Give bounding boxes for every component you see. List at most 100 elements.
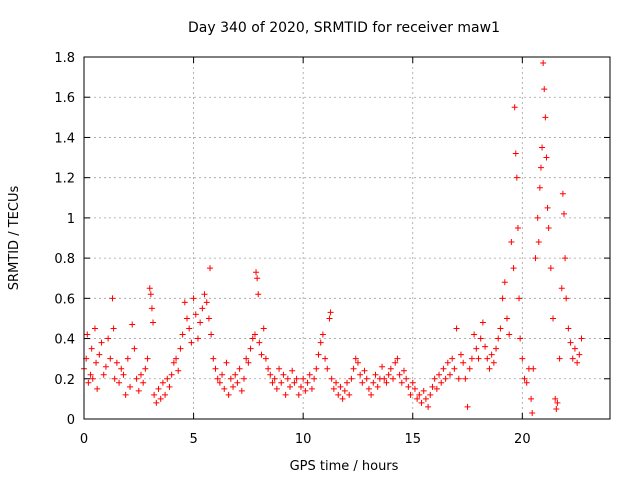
data-point bbox=[118, 365, 125, 372]
data-point bbox=[280, 371, 287, 378]
data-point bbox=[427, 391, 434, 398]
data-point bbox=[330, 385, 337, 392]
data-point bbox=[523, 379, 530, 386]
data-point bbox=[372, 371, 379, 378]
data-point bbox=[553, 405, 560, 412]
data-point bbox=[170, 359, 177, 366]
y-tick-label: 1.8 bbox=[54, 51, 75, 66]
data-point bbox=[205, 315, 212, 322]
data-point bbox=[159, 379, 166, 386]
data-point bbox=[135, 387, 142, 394]
data-point bbox=[565, 325, 572, 332]
data-point bbox=[535, 239, 542, 246]
data-point bbox=[84, 331, 91, 338]
data-point bbox=[556, 355, 563, 362]
data-point bbox=[503, 315, 510, 322]
data-point bbox=[460, 359, 467, 366]
data-point bbox=[534, 214, 541, 221]
grid-lines bbox=[84, 57, 610, 419]
data-point bbox=[530, 365, 537, 372]
data-point bbox=[262, 355, 269, 362]
data-point bbox=[341, 387, 348, 394]
data-point bbox=[339, 395, 346, 402]
data-point bbox=[486, 365, 493, 372]
data-point bbox=[94, 385, 101, 392]
data-point bbox=[197, 319, 204, 326]
data-point bbox=[398, 379, 405, 386]
data-point bbox=[164, 375, 171, 382]
data-point bbox=[348, 375, 355, 382]
data-point bbox=[571, 345, 578, 352]
data-point bbox=[284, 375, 291, 382]
data-point bbox=[563, 295, 570, 302]
data-point bbox=[105, 335, 112, 342]
data-point bbox=[234, 379, 241, 386]
data-point bbox=[184, 315, 191, 322]
data-point bbox=[133, 375, 140, 382]
data-point bbox=[513, 174, 520, 181]
data-point bbox=[173, 355, 180, 362]
data-point bbox=[471, 331, 478, 338]
data-point bbox=[550, 315, 557, 322]
data-point bbox=[271, 375, 278, 382]
data-point bbox=[109, 295, 116, 302]
data-point bbox=[464, 403, 471, 410]
data-point bbox=[236, 365, 243, 372]
data-point bbox=[574, 359, 581, 366]
data-point bbox=[508, 239, 515, 246]
data-point bbox=[175, 367, 182, 374]
data-point bbox=[122, 391, 129, 398]
y-tick-label: 0.6 bbox=[54, 292, 75, 307]
chart-title: Day 340 of 2020, SRMTID for receiver maw… bbox=[188, 20, 500, 36]
data-point bbox=[468, 355, 475, 362]
data-point bbox=[484, 355, 491, 362]
data-point bbox=[317, 339, 324, 346]
data-point bbox=[558, 285, 565, 292]
data-point bbox=[247, 345, 254, 352]
data-point bbox=[203, 299, 210, 306]
data-point bbox=[490, 359, 497, 366]
data-point bbox=[315, 351, 322, 358]
data-points bbox=[81, 60, 585, 416]
data-point bbox=[457, 351, 464, 358]
data-point bbox=[124, 355, 131, 362]
data-point bbox=[113, 359, 120, 366]
data-point bbox=[559, 190, 566, 197]
x-tick-label: 20 bbox=[514, 432, 531, 447]
data-point bbox=[479, 319, 486, 326]
data-point bbox=[543, 154, 550, 161]
data-point bbox=[240, 375, 247, 382]
data-point bbox=[433, 385, 440, 392]
data-point bbox=[501, 279, 508, 286]
data-point bbox=[153, 399, 160, 406]
data-point bbox=[352, 355, 359, 362]
data-point bbox=[267, 371, 274, 378]
data-point bbox=[385, 371, 392, 378]
data-point bbox=[422, 395, 429, 402]
data-point bbox=[210, 355, 217, 362]
data-point bbox=[230, 383, 237, 390]
data-point bbox=[181, 299, 188, 306]
data-point bbox=[444, 359, 451, 366]
data-point bbox=[150, 319, 157, 326]
y-tick-label: 0 bbox=[67, 413, 75, 428]
data-point bbox=[212, 365, 219, 372]
y-tick-label: 0.2 bbox=[54, 373, 75, 388]
data-point bbox=[438, 379, 445, 386]
data-point bbox=[89, 375, 96, 382]
data-point bbox=[333, 379, 340, 386]
data-point bbox=[447, 371, 454, 378]
data-point bbox=[466, 365, 473, 372]
data-point bbox=[409, 379, 416, 386]
data-point bbox=[455, 375, 462, 382]
data-point bbox=[562, 255, 569, 262]
data-point bbox=[216, 379, 223, 386]
data-point bbox=[140, 379, 147, 386]
data-point bbox=[499, 295, 506, 302]
data-point bbox=[148, 305, 155, 312]
data-point bbox=[324, 365, 331, 372]
data-point bbox=[335, 391, 342, 398]
data-point bbox=[207, 265, 214, 272]
data-point bbox=[308, 385, 315, 392]
